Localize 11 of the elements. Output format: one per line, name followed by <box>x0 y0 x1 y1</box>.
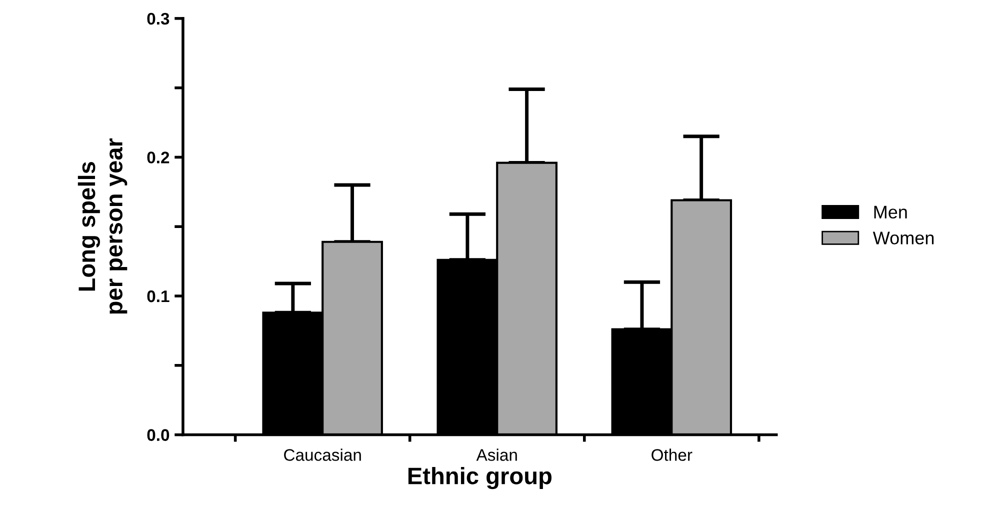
x-tick-label: Other <box>652 448 692 461</box>
x-tick-label: Asian <box>476 448 517 461</box>
x-axis-title: Ethnic group <box>408 466 552 490</box>
x-tick-label: Caucasian <box>284 448 361 461</box>
y-tick-label: 0.0 <box>147 429 170 441</box>
y-tick-label: 0.1 <box>147 290 170 302</box>
y-axis-title: Long spells per person year <box>78 138 128 314</box>
legend-label: Men <box>874 206 907 219</box>
legend-label: Women <box>872 232 934 244</box>
y-tick-label: 0.2 <box>147 152 170 164</box>
y-tick-label: 0.3 <box>147 12 170 25</box>
